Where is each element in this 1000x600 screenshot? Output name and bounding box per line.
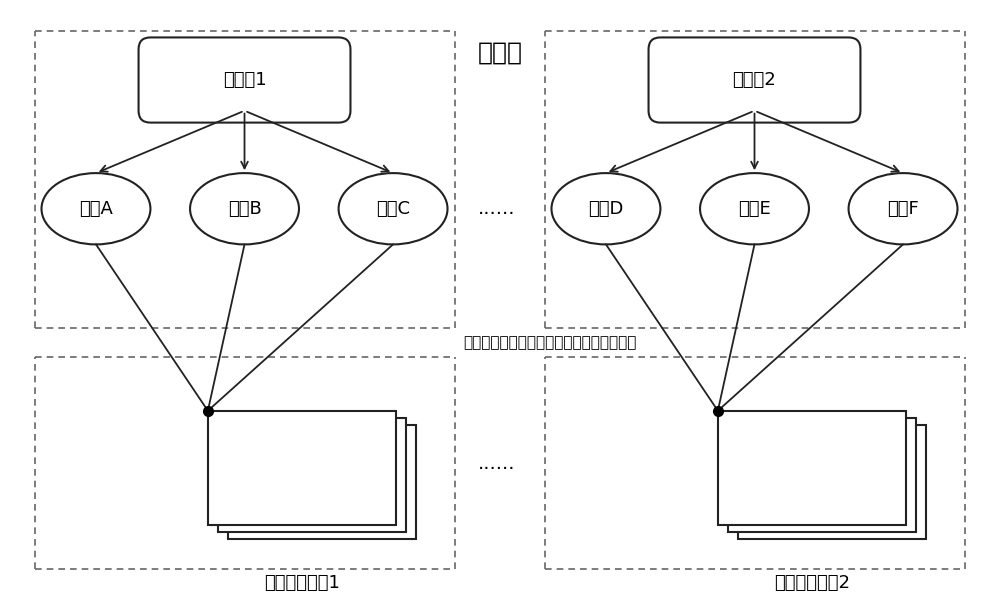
Ellipse shape [42,173,150,244]
FancyBboxPatch shape [139,37,350,122]
Text: ......: ...... [478,454,516,473]
Text: 除草剂2: 除草剂2 [733,71,776,89]
Bar [728,418,916,532]
Text: 神经网络模型2: 神经网络模型2 [774,574,850,592]
Text: 杂草A: 杂草A [79,200,113,218]
Text: 杂草F: 杂草F [887,200,919,218]
Ellipse shape [849,173,957,244]
Ellipse shape [700,173,809,244]
Text: 杀草谱: 杀草谱 [478,40,522,64]
Bar [208,411,396,524]
Text: 依据除草剂杀草谱训练和建立神经网络模型: 依据除草剂杀草谱训练和建立神经网络模型 [463,335,636,350]
Text: 杂草D: 杂草D [588,200,624,218]
Ellipse shape [551,173,660,244]
Bar [738,425,926,539]
FancyBboxPatch shape [649,37,860,122]
Text: 杂草C: 杂草C [376,200,410,218]
Text: ......: ...... [478,199,516,218]
Text: 杂草B: 杂草B [228,200,261,218]
Bar [228,425,416,539]
Text: 杂草E: 杂草E [738,200,771,218]
Text: 除草剂1: 除草剂1 [223,71,266,89]
Bar [718,411,906,524]
Ellipse shape [190,173,299,244]
Ellipse shape [339,173,448,244]
Bar [218,418,406,532]
Text: 神经网络模型1: 神经网络模型1 [264,574,340,592]
